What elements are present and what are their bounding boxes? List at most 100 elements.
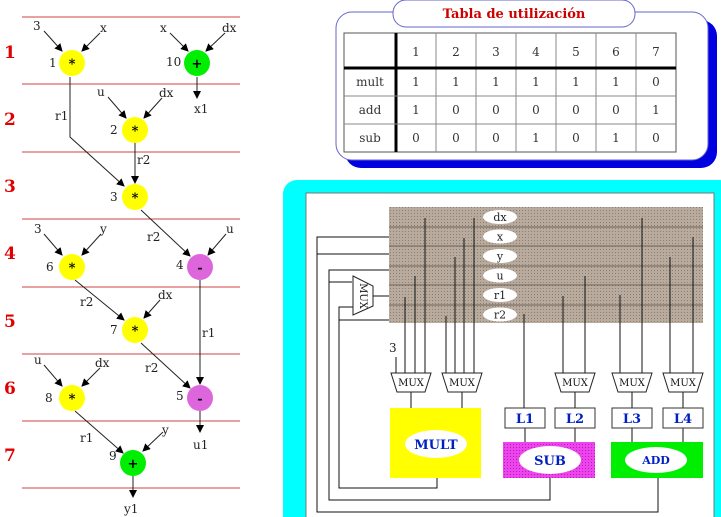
svg-text:MUX: MUX [670,378,697,389]
table-cell: 0 [452,103,460,117]
node-4: -4 [176,254,213,280]
latch-l1: L1 [504,407,546,429]
svg-text:SUB: SUB [534,454,566,469]
datapath-panel: dx xyu r1 r2 3 MUX MUX MUX MUX [283,180,721,517]
unit-add: ADD [611,442,703,478]
register-label: dx [493,211,507,224]
table-cell: 0 [492,103,500,117]
svg-text:*: * [69,392,76,407]
svg-text:x: x [100,21,107,35]
svg-text:*: * [132,124,139,139]
svg-text:L3: L3 [623,412,641,427]
svg-text:6: 6 [46,260,54,274]
svg-text:3: 3 [33,19,41,33]
svg-text:9: 9 [109,449,117,463]
step-label: 7 [4,446,16,466]
table-cell: 1 [612,75,620,89]
table-title-pill [392,0,636,28]
svg-text:r1: r1 [202,326,215,340]
register-label-bg [483,249,517,263]
node-9: +9 [109,449,146,476]
table-header-cell: 1 [412,45,420,59]
mux-add-b: MUX [662,372,704,393]
constant-input-label: 3 [389,341,397,355]
svg-text:u: u [226,222,234,236]
svg-text:*: * [132,191,139,206]
mux-add-a: MUX [611,372,653,393]
svg-text:x: x [160,21,167,35]
svg-text:r2: r2 [137,153,150,167]
svg-text:2: 2 [110,123,118,137]
svg-text:+: + [128,457,139,472]
svg-text:dx: dx [95,356,110,370]
mux-mult-b: MUX [441,372,483,393]
svg-text:ADD: ADD [641,454,670,467]
step-label: 5 [4,312,16,332]
svg-text:4: 4 [176,258,184,272]
node-1: *1 [49,50,85,76]
register-label: u [496,270,503,283]
table-cell: 0 [572,103,580,117]
svg-text:MUX: MUX [398,378,425,389]
register-label-bg [483,268,517,283]
svg-text:MUX: MUX [449,378,476,389]
svg-text:r2: r2 [80,295,93,309]
svg-text:u1: u1 [193,438,208,452]
svg-text:L4: L4 [674,412,692,427]
latch-l4: L4 [662,407,704,429]
register-label: y [496,250,504,263]
node-7: *7 [110,317,148,343]
svg-text:L2: L2 [566,412,584,427]
svg-text:r1: r1 [55,109,68,123]
table-cell: 1 [652,103,660,117]
svg-text:MULT: MULT [414,438,458,453]
table-cell: 1 [412,75,420,89]
node-8: *8 [45,385,85,411]
svg-text:3: 3 [110,190,118,204]
table-cell: 1 [452,75,460,89]
svg-text:dx: dx [222,21,237,35]
step-label: 4 [4,244,16,264]
node-5: -5 [176,385,213,411]
table-cell: 0 [652,75,660,89]
table-cell: 0 [532,103,540,117]
register-label: r1 [494,289,506,302]
utilization-table-panel: Tabla de utilización 1 2 3 4 5 6 7 mult 1 1 1 1 1 1 0 a… [335,0,717,168]
table-cell: 0 [572,131,580,145]
node-3: *3 [110,184,148,210]
table-header-cell: 2 [452,45,460,59]
svg-text:7: 7 [110,323,118,337]
table-header-cell: 5 [572,45,580,59]
register-label: x [497,231,504,244]
mux-mult-a: MUX [390,372,432,393]
table-cell: 1 [532,131,540,145]
svg-text:3: 3 [34,222,42,236]
table-row-label: mult [356,75,384,89]
svg-text:dx: dx [159,86,174,100]
svg-text:y: y [99,222,107,236]
table-cell: 1 [412,103,420,117]
table-cell: 1 [572,75,580,89]
unit-mult: MULT [390,408,481,478]
utilization-table: 1 2 3 4 5 6 7 mult 1 1 1 1 1 1 0 add 1 0 0 0 0 0 1 sub 0 0 0 1 0 1 0 [343,32,677,153]
node-10: +10 [166,50,210,76]
svg-text:*: * [132,324,139,339]
table-row-label: add [359,103,382,117]
step-label: 2 [4,110,16,130]
svg-text:u: u [34,353,42,367]
table-cell: 0 [492,131,500,145]
svg-text:u: u [97,85,105,99]
mux-side: MUX [352,275,374,316]
register-label-bg [483,210,517,224]
svg-text:-: - [197,392,202,407]
node-2: *2 [110,117,148,143]
svg-text:y: y [161,423,169,437]
svg-text:MUX: MUX [619,378,646,389]
dfg-edges [43,30,227,498]
step-label: 6 [4,379,16,399]
svg-text:10: 10 [166,55,181,69]
table-cell: 0 [452,131,460,145]
table-header-cell: 6 [612,45,620,59]
register-label-bg [483,229,517,244]
svg-text:MUX: MUX [562,378,589,389]
